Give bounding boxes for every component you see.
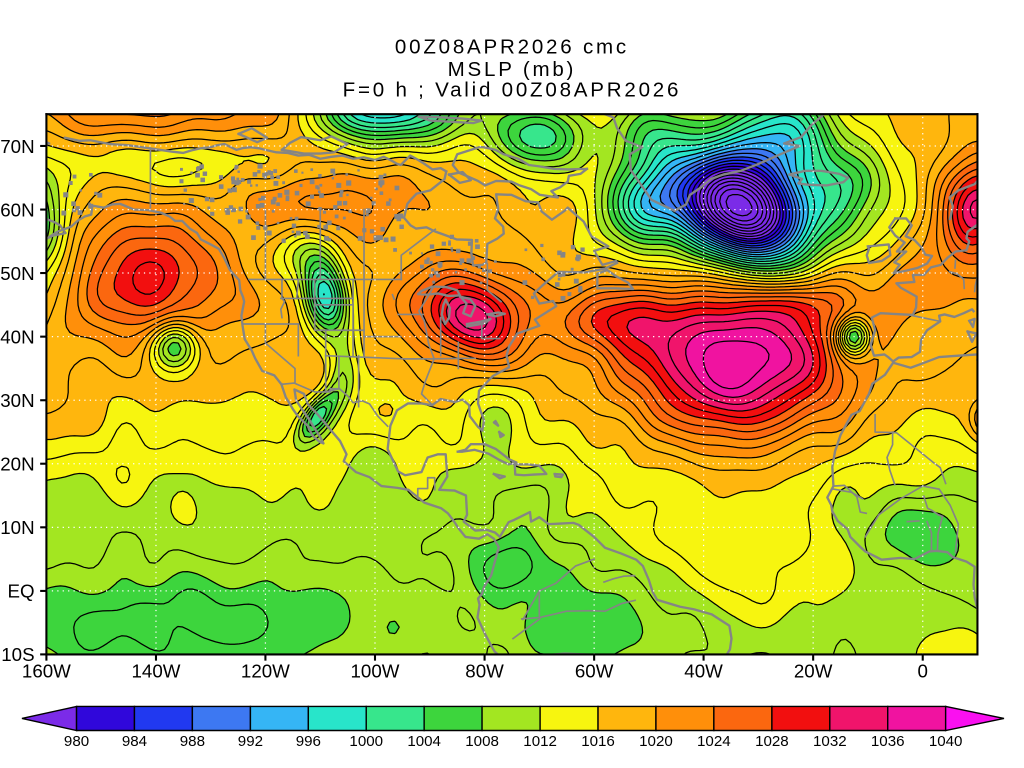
svg-text:40W: 40W [684,661,723,682]
svg-text:120W: 120W [241,661,290,682]
svg-text:1036: 1036 [871,733,905,750]
svg-text:20N: 20N [0,454,34,475]
svg-text:00Z08APR2026 cmc: 00Z08APR2026 cmc [395,35,629,58]
svg-text:1040: 1040 [929,733,963,750]
svg-text:MSLP (mb): MSLP (mb) [448,58,577,81]
svg-text:60N: 60N [0,199,34,220]
svg-text:996: 996 [296,733,321,750]
svg-text:70N: 70N [0,136,34,157]
svg-text:100W: 100W [351,661,400,682]
svg-text:1028: 1028 [755,733,789,750]
svg-text:40N: 40N [0,326,34,347]
svg-text:50N: 50N [0,263,34,284]
svg-text:EQ: EQ [8,581,35,602]
svg-text:10S: 10S [1,644,34,665]
svg-text:1016: 1016 [581,733,615,750]
svg-text:1032: 1032 [813,733,847,750]
svg-text:F=0 h ; Valid 00Z08APR2026: F=0 h ; Valid 00Z08APR2026 [343,79,682,102]
svg-text:988: 988 [180,733,205,750]
svg-text:10N: 10N [0,517,34,538]
svg-text:20W: 20W [794,661,833,682]
svg-text:992: 992 [238,733,263,750]
svg-text:1020: 1020 [639,733,673,750]
svg-text:1000: 1000 [349,733,383,750]
svg-text:1012: 1012 [523,733,557,750]
svg-text:30N: 30N [0,390,34,411]
svg-text:60W: 60W [575,661,614,682]
svg-text:80W: 80W [465,661,504,682]
svg-text:980: 980 [64,733,89,750]
svg-text:1024: 1024 [697,733,731,750]
svg-text:140W: 140W [132,661,181,682]
svg-text:984: 984 [122,733,147,750]
svg-text:160W: 160W [22,661,71,682]
svg-text:1008: 1008 [465,733,499,750]
svg-text:0: 0 [918,661,928,682]
svg-text:1004: 1004 [407,733,441,750]
